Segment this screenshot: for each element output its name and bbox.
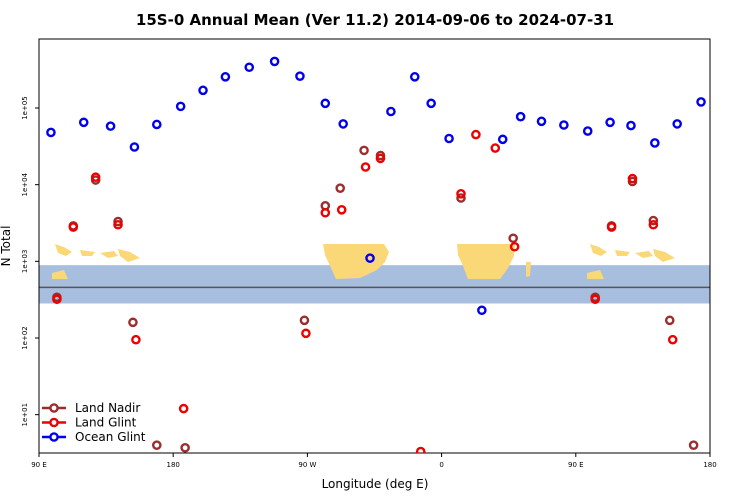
map-land-south-america bbox=[323, 244, 389, 279]
map-land-madagascar bbox=[526, 262, 531, 277]
land-glint-point bbox=[320, 207, 331, 218]
land-glint-point bbox=[490, 143, 501, 153]
land-glint-point bbox=[415, 446, 426, 453]
land-nadir-point bbox=[151, 440, 162, 450]
map-land-australia-right bbox=[587, 270, 604, 279]
x-tick-label: 180 bbox=[703, 461, 716, 469]
ocean-glint-point bbox=[497, 134, 508, 145]
ocean-glint-point bbox=[320, 98, 331, 109]
land-nadir-point bbox=[335, 183, 346, 193]
ocean-glint-point bbox=[444, 133, 454, 144]
ocean-glint-point bbox=[477, 305, 487, 316]
land-nadir-legend-marker bbox=[49, 403, 59, 413]
land-nadir-point bbox=[508, 233, 518, 244]
ocean-glint-point bbox=[386, 106, 396, 117]
land-nadir-point bbox=[664, 315, 675, 326]
land-glint-point bbox=[90, 172, 101, 183]
land-glint-point bbox=[178, 403, 189, 414]
map-land-africa bbox=[457, 244, 515, 279]
land-glint-point bbox=[590, 294, 600, 305]
map-land-indonesia-left bbox=[55, 244, 140, 262]
ocean-glint-point bbox=[46, 127, 56, 138]
ocean-glint-point bbox=[198, 85, 208, 96]
x-tick-label: 180 bbox=[167, 461, 180, 469]
ocean-glint-point bbox=[365, 253, 375, 263]
ocean-glint-point bbox=[582, 126, 593, 136]
world-map-band bbox=[39, 244, 710, 304]
land-nadir-point bbox=[359, 145, 369, 156]
ocean-glint-point bbox=[696, 97, 706, 107]
land-nadir-point bbox=[456, 193, 466, 203]
land-glint-point bbox=[471, 129, 481, 140]
x-tick-label: 0 bbox=[439, 461, 443, 469]
ocean-glint-point bbox=[559, 120, 569, 130]
land-glint-point bbox=[606, 222, 617, 232]
y-tick-label: 1e+03 bbox=[21, 250, 29, 274]
land-glint-point bbox=[667, 334, 678, 345]
y-axis-label: N Total bbox=[0, 226, 13, 267]
land-nadir-point bbox=[299, 315, 310, 326]
land-glint-point bbox=[360, 162, 371, 172]
x-tick-label: 90 E bbox=[31, 461, 47, 469]
ocean-glint-point bbox=[175, 101, 186, 112]
data-points bbox=[46, 56, 706, 463]
ocean-glint-point bbox=[605, 117, 615, 128]
ocean-glint-point bbox=[269, 56, 280, 67]
chart-title: 15S-0 Annual Mean (Ver 11.2) 2014-09-06 … bbox=[136, 11, 614, 29]
land-glint-point bbox=[456, 189, 466, 199]
x-axis-label: Longitude (deg E) bbox=[322, 477, 429, 491]
map-land-indonesia-right bbox=[590, 244, 675, 262]
land-glint-point bbox=[627, 173, 638, 184]
land-glint-point bbox=[52, 294, 62, 305]
land-glint-point bbox=[301, 328, 311, 339]
ocean-glint-point bbox=[220, 72, 231, 82]
ocean-glint-point bbox=[244, 62, 255, 73]
land-glint-point bbox=[648, 219, 659, 230]
y-axis: 1e+01 1e+02 1e+03 1e+04 1e+05 bbox=[21, 96, 39, 426]
ocean-glint-point bbox=[338, 119, 348, 129]
land-glint-point bbox=[131, 334, 141, 345]
land-glint-point bbox=[375, 153, 386, 164]
land-nadir-point bbox=[648, 215, 659, 226]
ocean-glint-legend-label: Ocean Glint bbox=[75, 430, 146, 444]
map-land-australia-left bbox=[52, 270, 68, 279]
ocean-glint-point bbox=[295, 71, 305, 81]
y-tick-label: 1e+01 bbox=[21, 403, 29, 427]
ocean-glint-point bbox=[78, 117, 89, 128]
x-tick-label: 90 W bbox=[298, 461, 316, 469]
ocean-glint-point bbox=[426, 98, 436, 109]
land-glint-point bbox=[153, 456, 160, 463]
ocean-glint-point bbox=[672, 119, 682, 129]
land-nadir-point bbox=[128, 317, 138, 328]
ocean-glint-point bbox=[129, 142, 140, 152]
land-glint-point bbox=[336, 205, 347, 215]
land-nadir-legend-label: Land Nadir bbox=[75, 401, 140, 415]
ocean-glint-point bbox=[536, 116, 547, 127]
ocean-glint-legend-marker bbox=[49, 432, 59, 442]
ocean-glint-point bbox=[515, 111, 526, 122]
y-tick-label: 1e+04 bbox=[21, 172, 29, 196]
land-nadir-point bbox=[180, 442, 190, 453]
y-tick-label: 1e+05 bbox=[21, 96, 29, 120]
x-axis: 90 E 180 90 W 0 90 E 180 bbox=[31, 453, 717, 469]
land-glint-point bbox=[509, 241, 520, 252]
y-tick-label: 1e+02 bbox=[21, 326, 29, 350]
ocean-glint-point bbox=[151, 119, 162, 130]
land-glint-legend-marker bbox=[49, 417, 59, 428]
plot-area bbox=[38, 38, 711, 454]
ocean-glint-point bbox=[409, 72, 420, 82]
land-glint-point bbox=[68, 222, 79, 232]
land-glint-legend-label: Land Glint bbox=[75, 416, 137, 430]
ocean-glint-point bbox=[650, 138, 660, 148]
land-glint-point bbox=[113, 219, 123, 230]
land-nadir-point bbox=[688, 440, 699, 450]
ocean-glint-point bbox=[105, 121, 116, 131]
ocean-glint-point bbox=[626, 120, 636, 131]
x-tick-label: 90 E bbox=[568, 461, 584, 469]
land-glint-point bbox=[691, 456, 698, 463]
